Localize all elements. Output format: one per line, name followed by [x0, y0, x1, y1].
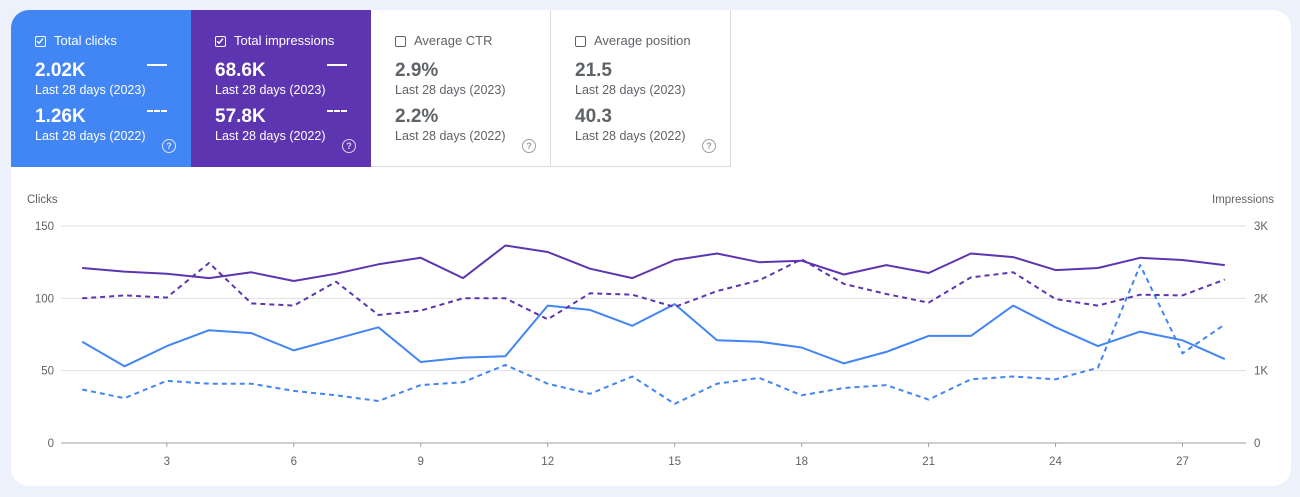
checkbox-average-position[interactable] [575, 36, 586, 47]
value-2023: 68.6K [215, 60, 266, 81]
tile-average-ctr[interactable]: Average CTR 2.9% Last 28 days (2023) 2.2… [371, 10, 551, 167]
chart-grid [61, 225, 1246, 444]
help-icon[interactable]: ? [342, 139, 356, 153]
performance-chart[interactable]: Clicks Impressions 0 0 50 1K 100 2K 150 3K 3 6 9 12… [11, 188, 1291, 478]
series-line-clicks-dashed [81, 264, 1226, 405]
period-2023: Last 28 days (2023) [35, 83, 146, 97]
y-right-tick-label: 0 [1254, 438, 1260, 450]
solid-line-legend-icon [147, 64, 167, 66]
period-2023: Last 28 days (2023) [395, 83, 506, 97]
value-2022: 40.3 [575, 106, 612, 127]
y-left-tick-label: 50 [41, 366, 54, 378]
checkmark-icon [36, 38, 44, 45]
checkbox-average-ctr[interactable] [395, 36, 406, 47]
tile-average-position[interactable]: Average position 21.5 Last 28 days (2023… [551, 10, 731, 167]
tile-label: Total impressions [234, 33, 335, 48]
y-left-tick-label: 0 [48, 438, 54, 450]
y-right-axis-label: Impressions [1212, 194, 1274, 206]
tile-label: Average position [594, 33, 691, 48]
x-tick-label: 27 [1176, 456, 1189, 468]
x-tick-label: 6 [291, 456, 297, 468]
dashed-line-legend-icon [147, 110, 167, 112]
value-2023: 2.02K [35, 60, 86, 81]
solid-line-legend-icon [327, 64, 347, 66]
series-line-clicks-solid [81, 303, 1226, 368]
chart-svg[interactable]: Clicks Impressions 0 0 50 1K 100 2K 150 3K 3 6 9 12… [11, 188, 1291, 478]
series-line-impressions-solid [82, 244, 1225, 282]
value-2022: 1.26K [35, 106, 86, 127]
period-2022: Last 28 days (2022) [575, 129, 686, 143]
x-tick-label: 15 [668, 456, 681, 468]
x-tick-label: 24 [1049, 456, 1062, 468]
y-right-tick-label: 2K [1254, 293, 1268, 305]
period-2022: Last 28 days (2022) [35, 129, 146, 143]
performance-card: Total clicks 2.02K Last 28 days (2023) 1… [11, 10, 1291, 486]
period-2022: Last 28 days (2022) [395, 129, 506, 143]
tile-label: Average CTR [414, 33, 493, 48]
help-icon[interactable]: ? [162, 139, 176, 153]
period-2023: Last 28 days (2023) [215, 83, 326, 97]
checkbox-total-clicks[interactable] [35, 36, 46, 47]
chart-ticks: 0 0 50 1K 100 2K 150 3K 3 6 9 12 15 18 21 24 27 [35, 221, 1269, 468]
value-2023: 2.9% [395, 60, 439, 81]
series-line-impressions-dashed [82, 258, 1226, 321]
metric-tiles: Total clicks 2.02K Last 28 days (2023) 1… [11, 10, 731, 167]
y-left-tick-label: 100 [35, 293, 54, 305]
tile-total-clicks[interactable]: Total clicks 2.02K Last 28 days (2023) 1… [11, 10, 191, 167]
x-tick-label: 12 [541, 456, 554, 468]
y-left-axis-label: Clicks [27, 194, 58, 206]
x-tick-label: 18 [795, 456, 808, 468]
value-2023: 21.5 [575, 60, 612, 81]
dashed-line-legend-icon [327, 110, 347, 112]
value-2022: 2.2% [395, 106, 439, 127]
checkmark-icon [216, 38, 224, 45]
y-right-tick-label: 3K [1254, 221, 1268, 233]
help-icon[interactable]: ? [702, 139, 716, 153]
y-right-tick-label: 1K [1254, 366, 1268, 378]
period-2023: Last 28 days (2023) [575, 83, 686, 97]
x-tick-label: 9 [418, 456, 424, 468]
period-2022: Last 28 days (2022) [215, 129, 326, 143]
tile-label: Total clicks [54, 33, 117, 48]
value-2022: 57.8K [215, 106, 266, 127]
chart-series [81, 244, 1226, 405]
x-tick-label: 21 [922, 456, 935, 468]
y-left-tick-label: 150 [35, 221, 54, 233]
help-icon[interactable]: ? [522, 139, 536, 153]
x-tick-label: 3 [164, 456, 170, 468]
tile-total-impressions[interactable]: Total impressions 68.6K Last 28 days (20… [191, 10, 371, 167]
checkbox-total-impressions[interactable] [215, 36, 226, 47]
